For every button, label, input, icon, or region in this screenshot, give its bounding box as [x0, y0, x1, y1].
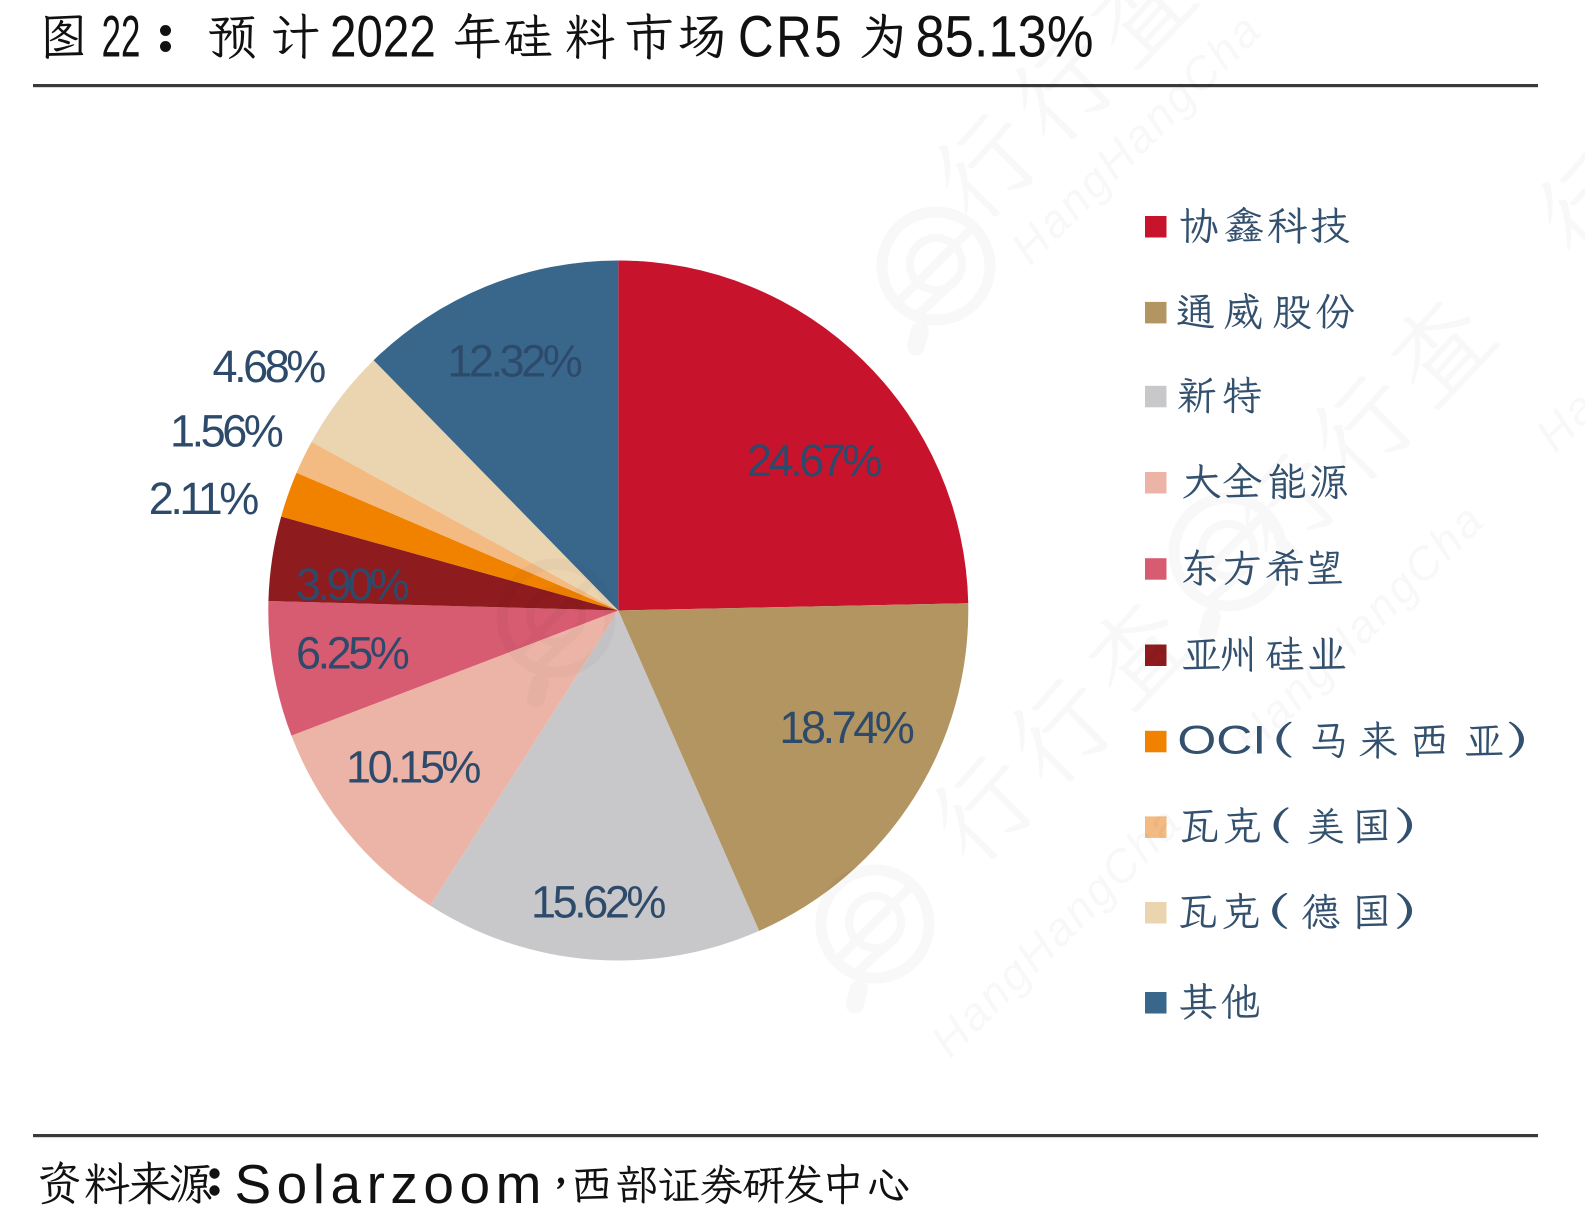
svg-text:18.74%: 18.74% — [779, 702, 913, 753]
svg-text:6.25%: 6.25% — [296, 627, 409, 678]
svg-text:15.62%: 15.62% — [531, 877, 665, 928]
svg-text:CR5: CR5 — [738, 5, 844, 70]
svg-text:85.13%: 85.13% — [916, 4, 1094, 69]
svg-text:2.11%: 2.11% — [149, 473, 258, 524]
svg-text:Solarzoom: Solarzoom — [235, 1153, 547, 1215]
svg-text:1.56%: 1.56% — [170, 406, 283, 457]
svg-text:4.68%: 4.68% — [213, 341, 326, 392]
svg-text:2022: 2022 — [330, 5, 436, 70]
svg-text:OCI: OCI — [1177, 717, 1266, 762]
svg-text:22: 22 — [102, 6, 141, 70]
svg-text:12.32%: 12.32% — [447, 336, 581, 387]
svg-text:24.67%: 24.67% — [747, 435, 881, 486]
svg-text:3.90%: 3.90% — [296, 559, 409, 610]
svg-text:10.15%: 10.15% — [346, 741, 480, 792]
